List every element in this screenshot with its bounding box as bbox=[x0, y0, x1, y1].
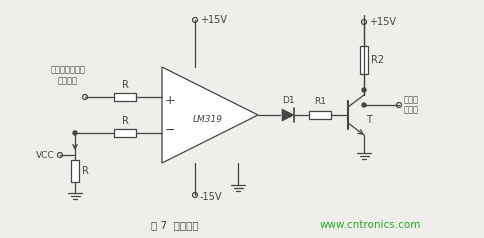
Polygon shape bbox=[282, 109, 294, 121]
Text: +15V: +15V bbox=[200, 15, 227, 25]
Text: −: − bbox=[165, 124, 175, 137]
Text: LM319: LM319 bbox=[193, 115, 223, 124]
Text: 母线过
流信号: 母线过 流信号 bbox=[404, 95, 419, 115]
Text: -15V: -15V bbox=[200, 192, 223, 202]
Text: R: R bbox=[121, 80, 128, 90]
FancyBboxPatch shape bbox=[360, 46, 368, 74]
Polygon shape bbox=[162, 67, 258, 163]
Text: R: R bbox=[121, 116, 128, 126]
Text: 图 7  过流保护: 图 7 过流保护 bbox=[151, 220, 199, 230]
FancyBboxPatch shape bbox=[71, 160, 79, 182]
Text: www.cntronics.com: www.cntronics.com bbox=[319, 220, 421, 230]
Text: +: + bbox=[165, 94, 175, 106]
Text: R: R bbox=[82, 166, 89, 176]
Circle shape bbox=[362, 88, 366, 92]
Text: VCC: VCC bbox=[36, 150, 55, 159]
Text: +15V: +15V bbox=[369, 17, 396, 27]
Text: D1: D1 bbox=[282, 96, 294, 105]
Text: R2: R2 bbox=[371, 55, 384, 65]
Circle shape bbox=[73, 131, 77, 135]
Text: R1: R1 bbox=[314, 97, 326, 106]
Text: 霏尔电流传感器
采样信号: 霏尔电流传感器 采样信号 bbox=[50, 66, 86, 85]
Circle shape bbox=[362, 103, 366, 107]
FancyBboxPatch shape bbox=[114, 93, 136, 101]
FancyBboxPatch shape bbox=[309, 111, 331, 119]
FancyBboxPatch shape bbox=[114, 129, 136, 137]
Text: T: T bbox=[366, 115, 372, 125]
